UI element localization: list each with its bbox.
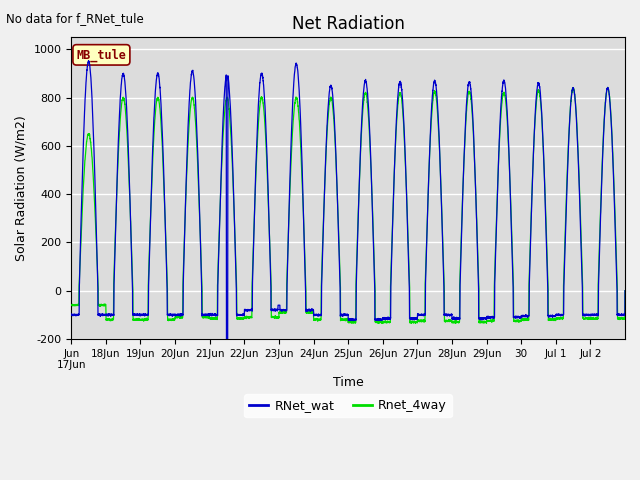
Title: Net Radiation: Net Radiation <box>292 15 404 33</box>
Y-axis label: Solar Radiation (W/m2): Solar Radiation (W/m2) <box>15 115 28 261</box>
Legend: RNet_wat, Rnet_4way: RNet_wat, Rnet_4way <box>244 394 452 417</box>
X-axis label: Time: Time <box>333 376 364 389</box>
Text: MB_tule: MB_tule <box>76 48 126 61</box>
Text: No data for f_RNet_tule: No data for f_RNet_tule <box>6 12 144 25</box>
